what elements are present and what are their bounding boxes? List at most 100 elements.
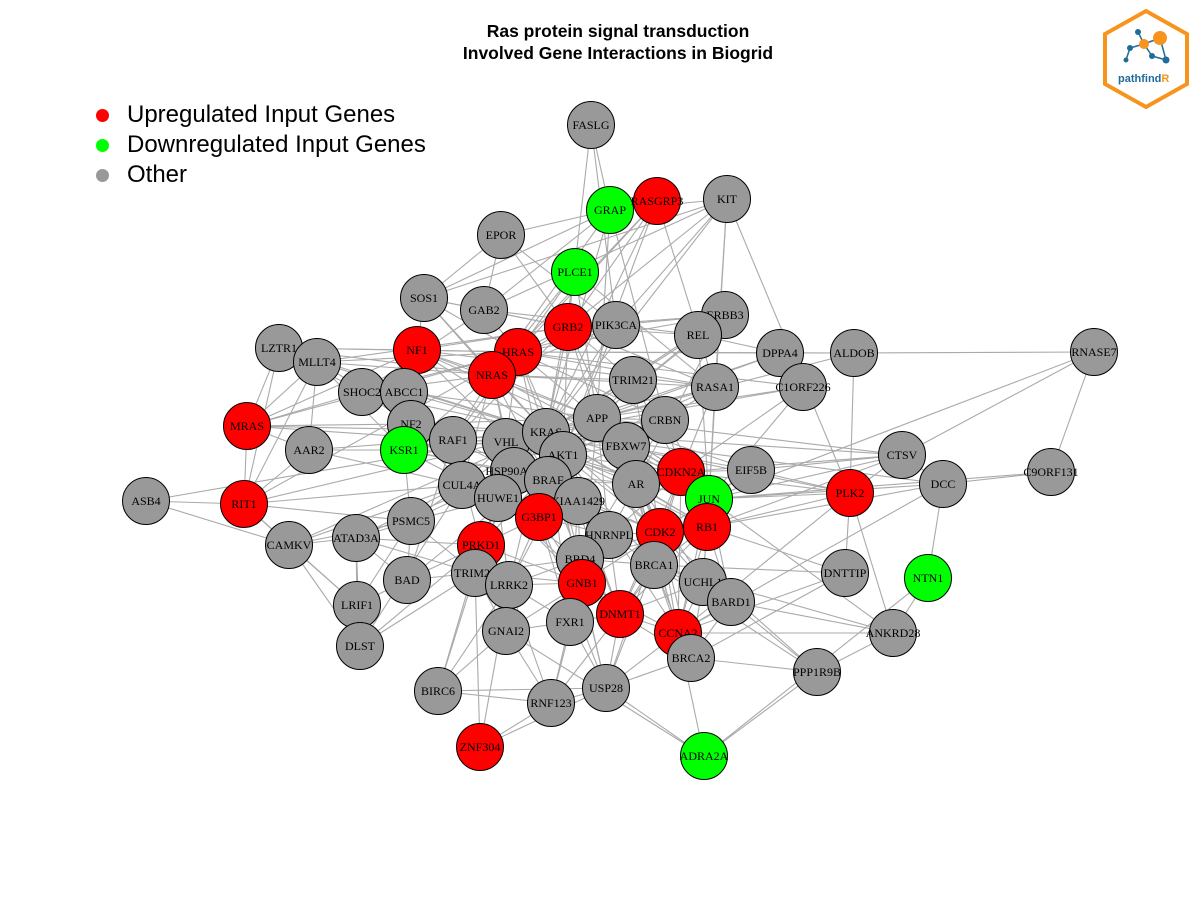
node-label-ppp1r9b: PPP1R9B: [793, 665, 841, 679]
node-circle-pik3ca: [592, 301, 640, 349]
node-label-rb1: RB1: [696, 520, 718, 534]
node-label-ankrd28: ANKRD28: [866, 626, 921, 640]
node-trim21: TRIM21: [609, 356, 657, 404]
node-label-bard1: BARD1: [711, 595, 750, 609]
node-ppp1r9b: PPP1R9B: [793, 648, 841, 696]
node-label-mllt4: MLLT4: [298, 355, 336, 369]
node-label-app: APP: [586, 411, 608, 425]
node-circle-kit: [703, 175, 751, 223]
node-circle-brca1: [630, 541, 678, 589]
node-label-erbb3: ERBB3: [706, 308, 743, 322]
edge-jun-dcc: [708, 483, 944, 500]
node-plce1: PLCE1: [551, 248, 599, 296]
node-ar: AR: [612, 460, 660, 508]
node-label-cul4a: CUL4A: [443, 478, 482, 492]
node-label-lrrk2: LRRK2: [490, 578, 528, 592]
node-rnase7: RNASE7: [1070, 328, 1118, 376]
edge-rasgrp3-rasa1: [656, 200, 716, 388]
node-label-adra2a: ADRA2A: [680, 749, 729, 763]
edge-aldob-rnase7: [853, 351, 1095, 354]
node-brca1: BRCA1: [630, 541, 678, 589]
node-rb1: RB1: [683, 503, 731, 551]
node-label-grap: GRAP: [594, 203, 626, 217]
edge-aar2-cul4a: [308, 449, 463, 486]
node-label-ksr1: KSR1: [389, 443, 418, 457]
node-eif5b: EIF5B: [727, 446, 775, 494]
node-circle-rnase7: [1070, 328, 1118, 376]
node-label-asb4: ASB4: [131, 494, 160, 508]
node-lrif1: LRIF1: [333, 581, 381, 629]
node-aldob: ALDOB: [830, 329, 878, 377]
edge-kit-gab2: [483, 198, 728, 311]
node-label-plce1: PLCE1: [557, 265, 592, 279]
node-label-lrif1: LRIF1: [341, 598, 373, 612]
node-label-dppa4: DPPA4: [762, 346, 798, 360]
edge-rnase7-ctsv: [901, 351, 1095, 456]
edge-trim28-znf304: [474, 572, 481, 748]
node-label-rnase7: RNASE7: [1071, 345, 1116, 359]
edge-kras-asb4: [145, 431, 547, 502]
edge-mllt4-rit1: [243, 361, 318, 505]
node-aar2: AAR2: [285, 426, 333, 474]
edge-mras-nf2: [246, 423, 412, 427]
node-rnf123: RNF123: [527, 679, 575, 727]
node-circle-atad3a: [332, 514, 380, 562]
node-label-gnb1: GNB1: [566, 576, 597, 590]
edge-abcc1-app: [403, 391, 598, 419]
node-adra2a: ADRA2A: [680, 732, 729, 780]
edge-ctsv-eif5b: [750, 454, 903, 471]
node-shoc2: SHOC2: [338, 368, 386, 416]
node-label-rit1: RIT1: [231, 497, 256, 511]
node-circle-nras: [468, 351, 516, 399]
edge-rasa1-akt1: [562, 386, 716, 456]
edge-cul4a-camkv: [288, 484, 463, 546]
node-circle-ksr1: [380, 426, 428, 474]
node-ntn1: NTN1: [904, 554, 952, 602]
node-label-g3bp1: G3BP1: [521, 510, 556, 524]
node-circle-faslg: [567, 101, 615, 149]
node-label-ntn1: NTN1: [913, 571, 944, 585]
node-label-dnmt1: DNMT1: [599, 607, 640, 621]
node-label-jun: JUN: [698, 492, 720, 506]
edge-dnttip-ccna2: [677, 572, 846, 634]
node-label-usp28: USP28: [589, 681, 623, 695]
edge-bard1-ankrd28: [730, 601, 894, 634]
node-label-braf: BRAF: [532, 473, 564, 487]
edge-rasgrp3-grb2: [567, 200, 658, 328]
node-label-ctsv: CTSV: [887, 448, 918, 462]
node-label-dnttip: DNTTIP: [824, 566, 867, 580]
node-faslg: FASLG: [567, 101, 615, 149]
node-ankrd28: ANKRD28: [866, 609, 921, 657]
node-label-brca1: BRCA1: [635, 558, 674, 572]
node-circle-aar2: [285, 426, 333, 474]
node-dcc: DCC: [919, 460, 967, 508]
node-label-shoc2: SHOC2: [343, 385, 381, 399]
node-circle-bad: [383, 556, 431, 604]
edge-grap-gab2: [483, 209, 611, 311]
node-label-hras: HRAS: [502, 345, 534, 359]
edge-hras-crbn: [517, 351, 666, 421]
node-label-dcc: DCC: [931, 477, 956, 491]
node-nf1: NF1: [393, 326, 441, 374]
node-plk2: PLK2: [826, 469, 874, 517]
node-circle-bard1: [707, 578, 755, 626]
edge-plk2-ankrd28: [849, 492, 894, 634]
node-circle-ppp1r9b: [793, 648, 841, 696]
edge-rb1-dnttip: [706, 526, 846, 574]
node-brca2: BRCA2: [667, 634, 715, 682]
node-label-kiaa1429: KIAA1429: [551, 494, 605, 508]
node-circle-dnmt1: [596, 590, 644, 638]
edge-rit1-cul4a: [243, 484, 463, 505]
legend-item-upregulated: Upregulated Input Genes: [96, 100, 426, 130]
node-bad: BAD: [383, 556, 431, 604]
node-label-aldob: ALDOB: [833, 346, 874, 360]
figure-title: Ras protein signal transduction Involved…: [0, 20, 1200, 64]
node-circle-dppa4: [756, 329, 804, 377]
node-ctsv: CTSV: [878, 431, 926, 479]
node-nras: NRAS: [468, 351, 516, 399]
node-circle-dnttip: [821, 549, 869, 597]
node-usp28: USP28: [582, 664, 630, 712]
node-znf304: ZNF304: [456, 723, 504, 771]
